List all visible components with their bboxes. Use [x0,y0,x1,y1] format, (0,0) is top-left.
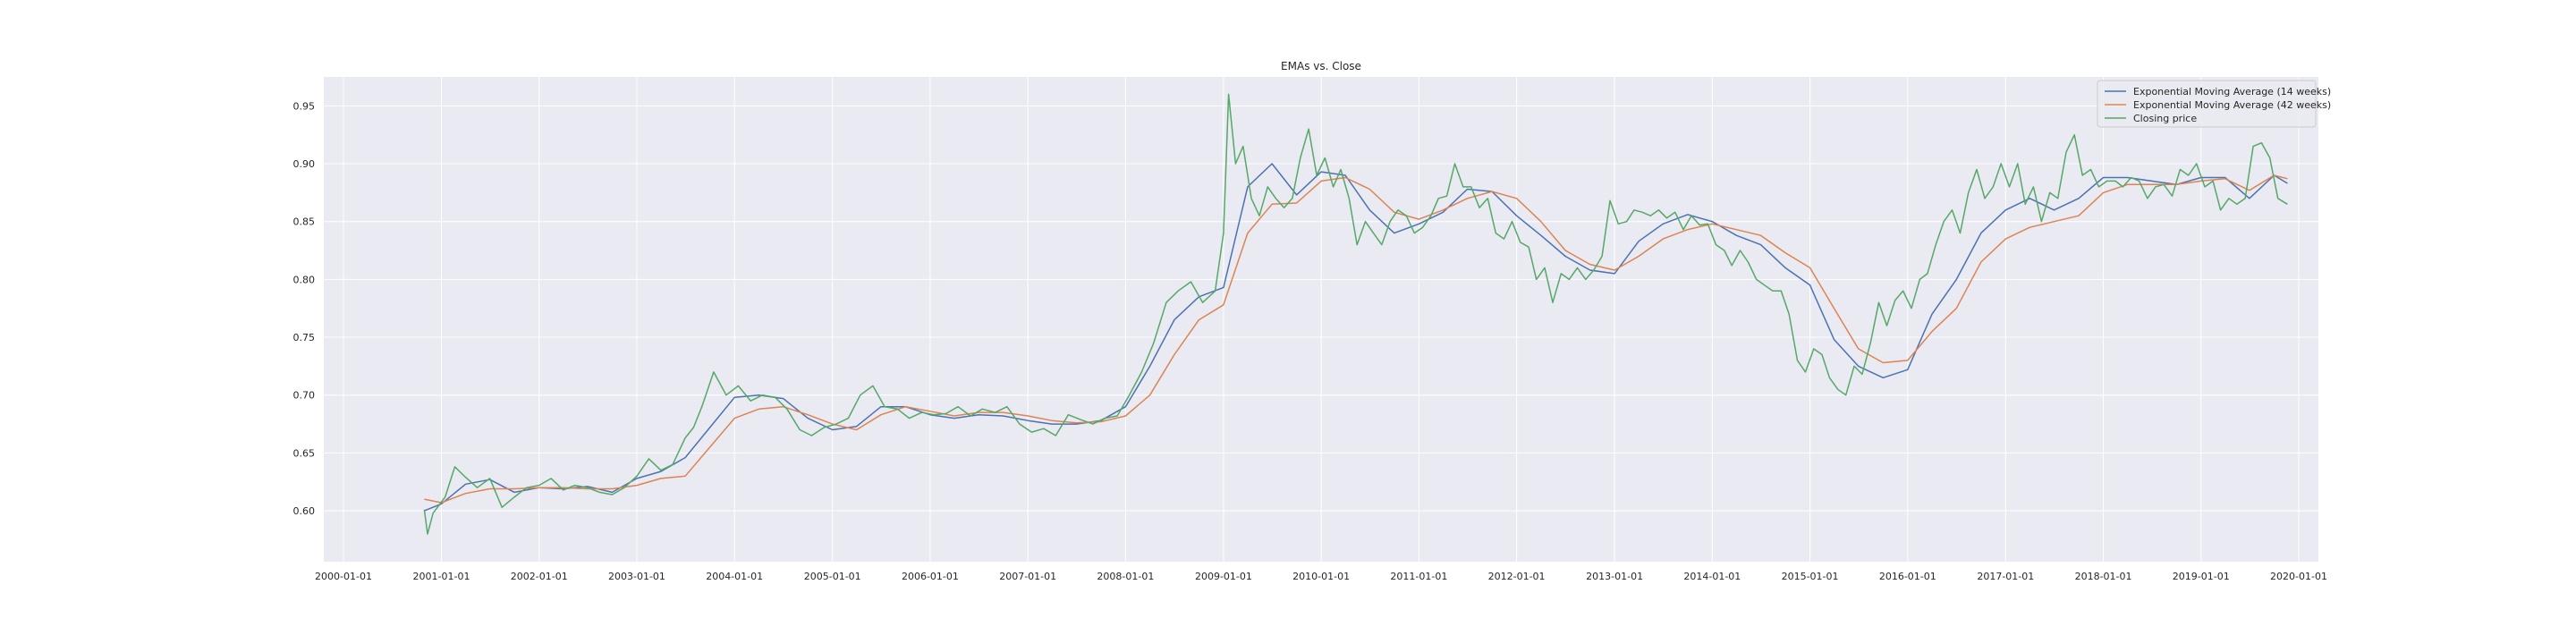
y-tick-label: 0.95 [293,100,316,112]
x-tick-label: 2015-01-01 [1782,571,1839,582]
legend-label: Exponential Moving Average (42 weeks) [2133,99,2331,111]
y-tick-label: 0.60 [293,505,316,517]
x-tick-label: 2003-01-01 [608,571,665,582]
x-tick-label: 2019-01-01 [2173,571,2230,582]
x-tick-label: 2010-01-01 [1292,571,1350,582]
x-tick-label: 2007-01-01 [999,571,1056,582]
chart-title: EMAs vs. Close [1281,60,1361,72]
grid [324,77,2318,562]
series-lines [423,93,2288,535]
x-tick-label: 2000-01-01 [315,571,372,582]
x-tick-label: 2018-01-01 [2075,571,2132,582]
y-tick-label: 0.65 [293,447,316,459]
series-line-1 [424,174,2288,504]
y-tick-label: 0.70 [293,390,316,402]
x-tick-label: 2012-01-01 [1488,571,1546,582]
x-tick-label: 2001-01-01 [413,571,470,582]
y-tick-label: 0.85 [293,216,316,228]
x-tick-label: 2009-01-01 [1195,571,1252,582]
x-tick-label: 2005-01-01 [804,571,861,582]
x-tick-label: 2011-01-01 [1390,571,1447,582]
legend: Exponential Moving Average (14 weeks) Exp… [2097,80,2331,128]
x-tick-label: 2002-01-01 [511,571,568,582]
x-tick-label: 2013-01-01 [1586,571,1643,582]
legend-label: Exponential Moving Average (14 weeks) [2133,86,2331,97]
y-tick-label: 0.75 [293,332,316,343]
x-axis-ticks: 2000-01-01 2001-01-01 2002-01-01 2003-01-01… [315,571,2327,582]
x-tick-label: 2008-01-01 [1097,571,1154,582]
y-axis-ticks: 0.60 0.65 0.70 0.75 0.80 0.85 0.90 0.95 [293,100,316,517]
series-line-2 [423,93,2288,535]
x-tick-label: 2017-01-01 [1977,571,2034,582]
x-tick-label: 2014-01-01 [1683,571,1741,582]
y-tick-label: 0.80 [293,274,316,285]
x-tick-label: 2016-01-01 [1879,571,1936,582]
x-tick-label: 2020-01-01 [2270,571,2327,582]
series-line-0 [424,163,2288,512]
x-tick-label: 2004-01-01 [706,571,763,582]
x-tick-label: 2006-01-01 [902,571,959,582]
legend-label: Closing price [2133,113,2197,124]
y-tick-label: 0.90 [293,158,316,170]
legend-box [2097,80,2317,128]
